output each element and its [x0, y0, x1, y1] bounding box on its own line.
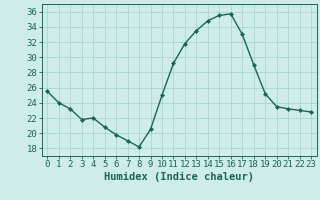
- X-axis label: Humidex (Indice chaleur): Humidex (Indice chaleur): [104, 172, 254, 182]
